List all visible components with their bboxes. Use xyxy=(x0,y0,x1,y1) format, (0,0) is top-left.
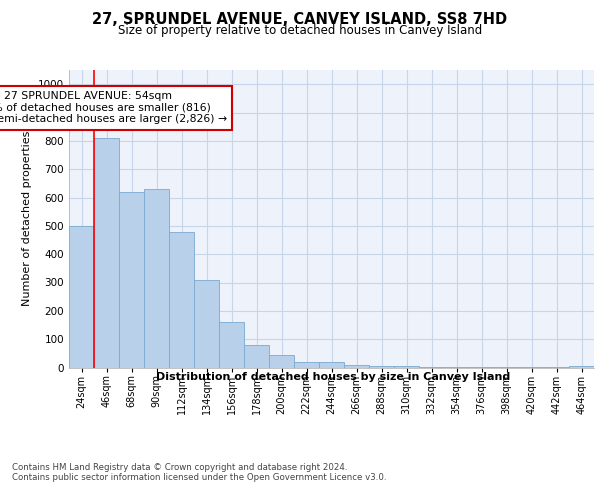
Bar xyxy=(69,226,94,368)
Text: 27, SPRUNDEL AVENUE, CANVEY ISLAND, SS8 7HD: 27, SPRUNDEL AVENUE, CANVEY ISLAND, SS8 … xyxy=(92,12,508,28)
Bar xyxy=(369,366,394,368)
Bar xyxy=(444,366,469,368)
Bar xyxy=(469,367,494,368)
Bar xyxy=(319,362,344,368)
Bar xyxy=(169,232,194,368)
Bar xyxy=(394,366,419,368)
Text: Contains HM Land Registry data © Crown copyright and database right 2024.
Contai: Contains HM Land Registry data © Crown c… xyxy=(12,462,386,482)
Bar xyxy=(569,366,594,368)
Y-axis label: Number of detached properties: Number of detached properties xyxy=(22,131,32,306)
Bar xyxy=(94,138,119,368)
Bar xyxy=(294,362,319,368)
Text: Size of property relative to detached houses in Canvey Island: Size of property relative to detached ho… xyxy=(118,24,482,37)
Bar xyxy=(269,355,294,368)
Text: 27 SPRUNDEL AVENUE: 54sqm
← 22% of detached houses are smaller (816)
77% of semi: 27 SPRUNDEL AVENUE: 54sqm ← 22% of detac… xyxy=(0,91,227,124)
Bar xyxy=(344,364,369,368)
Bar xyxy=(194,280,219,368)
Bar xyxy=(144,189,169,368)
Bar xyxy=(494,367,519,368)
Bar xyxy=(219,322,244,368)
Bar xyxy=(119,192,144,368)
Bar xyxy=(419,366,444,368)
Bar xyxy=(519,367,544,368)
Bar xyxy=(244,345,269,368)
Bar xyxy=(544,367,569,368)
Text: Distribution of detached houses by size in Canvey Island: Distribution of detached houses by size … xyxy=(156,372,510,382)
